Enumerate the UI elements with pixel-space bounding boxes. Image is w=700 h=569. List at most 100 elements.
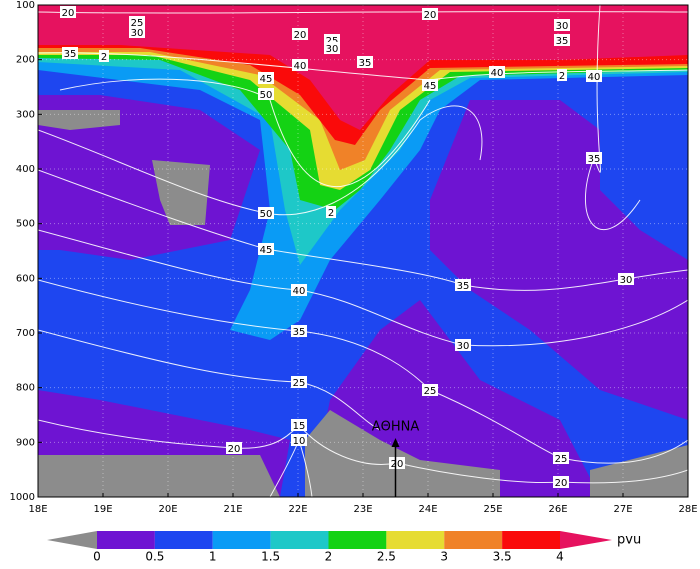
contour-label: 40 (491, 68, 504, 79)
colorbar-tick-label: 2.5 (377, 550, 396, 564)
contour-line (38, 419, 688, 484)
contour-label-bg (326, 206, 336, 218)
contour-line (38, 11, 688, 14)
contour-label-bg (129, 16, 145, 28)
colorbar-tick-label: 1.5 (261, 550, 280, 564)
contour-label-bg (291, 419, 307, 431)
x-tick-label: 25E (483, 504, 502, 515)
x-tick-label: 19E (93, 504, 112, 515)
colorbar-swatch (444, 531, 503, 549)
contour-label: 30 (457, 341, 470, 352)
contour-label: 20 (424, 10, 437, 21)
colorbar-swatch (270, 531, 329, 549)
contour-line (59, 78, 431, 187)
colorbar-tick-label: 4 (556, 550, 564, 564)
colorbar-swatch (154, 531, 213, 549)
contour-label-bg (586, 152, 602, 164)
colorbar-tick-label: 0 (93, 550, 101, 564)
contour-line (38, 105, 483, 216)
contour-label-bg (60, 6, 76, 18)
y-tick-label: 700 (16, 328, 35, 339)
contour-line (38, 169, 688, 291)
contour-label: 45 (424, 81, 437, 92)
x-tick-label: 18E (28, 504, 47, 515)
pv-region (305, 410, 500, 497)
contour-label: 30 (326, 44, 339, 55)
colorbar-swatch (97, 531, 155, 549)
x-tick-label: 26E (548, 504, 567, 515)
y-tick-label: 500 (16, 219, 35, 230)
contour-label-bg (618, 273, 634, 285)
contour-label: 40 (293, 286, 306, 297)
contour-label-bg (258, 88, 274, 100)
contour-label-bg (291, 284, 307, 296)
contour-label-bg (129, 26, 145, 38)
x-tick-label: 28E (678, 504, 697, 515)
x-tick-label: 24E (418, 504, 437, 515)
contour-label-bg (489, 66, 505, 78)
contour-label-bg (291, 325, 307, 337)
contour-label-bg (291, 376, 307, 388)
contour-label-bg (258, 243, 274, 255)
contour-label-bg (557, 69, 567, 81)
contour-label: 20 (62, 8, 75, 19)
contour-label: 25 (293, 378, 306, 389)
contour-label-bg (422, 384, 438, 396)
contour-label: 2 (559, 71, 565, 82)
colorbar-extend (47, 531, 97, 549)
contour-label-bg (554, 34, 570, 46)
contour-label: 2 (328, 208, 334, 219)
contour-label: 25 (131, 18, 144, 29)
pv-region (590, 445, 688, 497)
contour-label-bg (324, 42, 340, 54)
contour-label: 15 (293, 421, 306, 432)
contour-label-bg (292, 59, 308, 71)
x-tick-label: 27E (613, 504, 632, 515)
contour-label: 45 (260, 74, 273, 85)
contour-label: 20 (391, 459, 404, 470)
contour-label-bg (553, 476, 569, 488)
contour-label: 30 (131, 28, 144, 39)
y-tick-label: 200 (16, 55, 35, 66)
contour-label: 45 (260, 245, 273, 256)
y-tick-label: 800 (16, 383, 35, 394)
contour-line (38, 229, 688, 347)
contour-label-bg (455, 339, 471, 351)
contour-label: 35 (457, 281, 470, 292)
contour-label: 20 (294, 30, 307, 41)
colorbar-tick-label: 1 (209, 550, 217, 564)
y-tick-label: 300 (16, 109, 35, 120)
pv-field (38, 5, 688, 497)
annotation-arrowhead (391, 438, 400, 447)
contour-label-bg (554, 19, 570, 31)
contour-label: 50 (260, 209, 273, 220)
contour-label: 10 (293, 436, 306, 447)
y-tick-label: 100 (16, 0, 35, 11)
colorbar-tick-label: 3 (440, 550, 448, 564)
contour-label-bg (258, 207, 274, 219)
annotation: ΑΘΗΝΑ (372, 420, 420, 435)
contour-label-bg (389, 457, 405, 469)
contour-label: 25 (326, 36, 339, 47)
contour-label: 35 (556, 36, 569, 47)
contour-label: 20 (228, 444, 241, 455)
y-tick-label: 900 (16, 437, 35, 448)
y-tick-label: 600 (16, 273, 35, 284)
contour-label: 35 (359, 58, 372, 69)
contour-label-bg (99, 50, 109, 62)
colorbar-label: pvu (617, 533, 641, 548)
contour-label: 30 (620, 275, 633, 286)
colorbar-tick-label: 3.5 (493, 550, 512, 564)
x-tick-label: 23E (353, 504, 372, 515)
contour-label-bg (226, 442, 242, 454)
x-tick-label: 20E (158, 504, 177, 515)
contour-label-bg (422, 8, 438, 20)
contour-label-bg (586, 70, 602, 82)
contour-label-bg (553, 452, 569, 464)
contour-line (38, 329, 381, 431)
colorbar-swatch (502, 531, 560, 549)
y-tick-label: 1000 (10, 492, 35, 503)
contour-label-bg (292, 28, 308, 40)
colorbar-tick-label: 0.5 (145, 550, 164, 564)
